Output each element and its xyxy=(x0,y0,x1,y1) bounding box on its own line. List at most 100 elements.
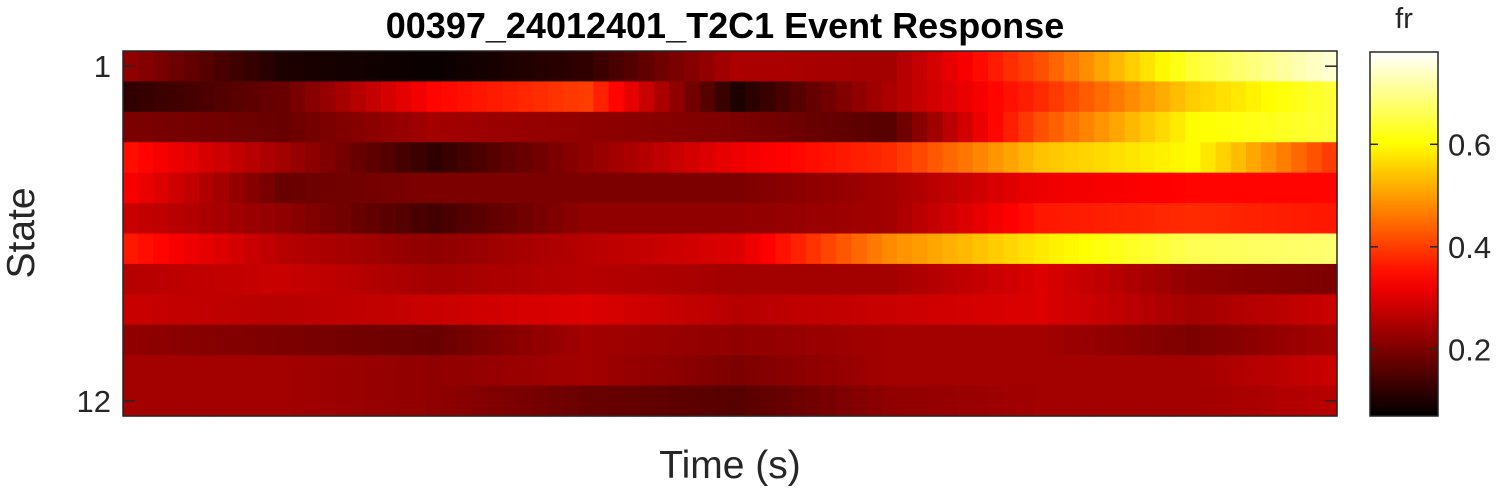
heatmap-cell xyxy=(1139,142,1156,174)
heatmap-cell xyxy=(532,172,549,204)
heatmap-cell xyxy=(1109,324,1126,356)
heatmap-cell xyxy=(593,111,610,143)
heatmap-cell xyxy=(214,324,230,356)
heatmap-cell xyxy=(623,81,640,113)
heatmap-cell xyxy=(927,385,944,417)
heatmap-cell xyxy=(1124,203,1141,235)
heatmap-cell xyxy=(532,324,549,356)
heatmap-cell xyxy=(699,324,716,356)
heatmap-cell xyxy=(1230,355,1247,387)
heatmap-cell xyxy=(608,385,625,417)
heatmap-cell xyxy=(1018,233,1035,265)
heatmap-cell xyxy=(517,51,534,83)
heatmap-cell xyxy=(957,263,974,295)
heatmap-cell xyxy=(472,172,488,204)
heatmap-cell xyxy=(396,81,412,113)
heatmap-cell xyxy=(396,203,412,235)
heatmap-cell xyxy=(289,111,306,143)
heatmap-cell xyxy=(183,111,200,143)
heatmap-cell xyxy=(714,233,731,265)
heatmap-cell xyxy=(456,81,473,113)
heatmap-cell xyxy=(987,51,1004,83)
heatmap-cell xyxy=(183,51,200,83)
heatmap-cell xyxy=(1276,172,1293,204)
heatmap-cell xyxy=(153,51,170,83)
heatmap-cell xyxy=(714,263,731,295)
heatmap-cell xyxy=(1018,294,1035,326)
heatmap-cell xyxy=(274,233,291,265)
heatmap-cell xyxy=(972,111,989,143)
heatmap-cell xyxy=(684,263,701,295)
heatmap-cell xyxy=(957,172,974,204)
heatmap-cell xyxy=(1109,263,1126,295)
heatmap-cell xyxy=(942,233,959,265)
heatmap-cell xyxy=(805,263,822,295)
heatmap-cell xyxy=(335,355,352,387)
heatmap-cell xyxy=(532,233,549,265)
heatmap-cell xyxy=(1139,81,1156,113)
heatmap-cell xyxy=(699,233,716,265)
heatmap-cell xyxy=(881,111,898,143)
heatmap-cell xyxy=(305,81,321,113)
heatmap-cell xyxy=(335,51,352,83)
heatmap-cell xyxy=(1170,142,1186,174)
heatmap-cell xyxy=(259,203,276,235)
heatmap-cell xyxy=(1094,324,1110,356)
heatmap-cell xyxy=(411,355,428,387)
heatmap-cell xyxy=(289,81,306,113)
heatmap-cell xyxy=(168,355,185,387)
heatmap-cell xyxy=(123,203,139,235)
heatmap-cell xyxy=(335,294,352,326)
heatmap-cell xyxy=(320,203,337,235)
heatmap-cell xyxy=(214,263,230,295)
heatmap-cell xyxy=(1215,203,1232,235)
heatmap-cell xyxy=(669,263,686,295)
heatmap-cell xyxy=(168,385,185,417)
heatmap-cell xyxy=(472,294,488,326)
heatmap-cell xyxy=(244,385,261,417)
heatmap-cell xyxy=(790,203,807,235)
heatmap-cell xyxy=(760,263,777,295)
heatmap-cell xyxy=(745,51,761,83)
heatmap-cell xyxy=(502,263,519,295)
heatmap-cell xyxy=(593,51,610,83)
heatmap-cell xyxy=(244,355,261,387)
heatmap-cell xyxy=(426,51,443,83)
heatmap-cell xyxy=(153,385,170,417)
heatmap-cell xyxy=(987,294,1004,326)
heatmap-cell xyxy=(1139,203,1156,235)
heatmap-cell xyxy=(441,172,458,204)
heatmap-cell xyxy=(380,385,397,417)
heatmap-cell xyxy=(745,355,761,387)
heatmap-cell xyxy=(138,263,154,295)
heatmap-cell xyxy=(259,385,276,417)
heatmap-cell xyxy=(821,51,837,83)
heatmap-cell xyxy=(775,233,792,265)
heatmap-cell xyxy=(259,355,276,387)
heatmap-cell xyxy=(1154,385,1171,417)
heatmap-cell xyxy=(1094,142,1110,174)
heatmap-cell xyxy=(866,294,883,326)
heatmap-cell xyxy=(1200,263,1217,295)
heatmap-cell xyxy=(1033,263,1050,295)
heatmap-cell xyxy=(972,233,989,265)
heatmap-cell xyxy=(1018,203,1035,235)
heatmap-cell xyxy=(1033,111,1050,143)
heatmap-cell xyxy=(684,233,701,265)
heatmap-cell xyxy=(881,51,898,83)
heatmap-cell xyxy=(638,142,655,174)
heatmap-cell xyxy=(1215,324,1232,356)
heatmap-cell xyxy=(305,294,321,326)
heatmap-cell xyxy=(259,233,276,265)
heatmap-cell xyxy=(775,172,792,204)
heatmap-cell xyxy=(320,385,337,417)
heatmap-cell xyxy=(1003,233,1019,265)
heatmap-cell xyxy=(790,81,807,113)
heatmap-cell xyxy=(942,203,959,235)
heatmap-cell xyxy=(1170,111,1186,143)
heatmap-cell xyxy=(123,172,139,204)
heatmap-cell xyxy=(866,111,883,143)
heatmap-cell xyxy=(411,172,428,204)
heatmap-cell xyxy=(654,233,670,265)
heatmap-cell xyxy=(274,142,291,174)
